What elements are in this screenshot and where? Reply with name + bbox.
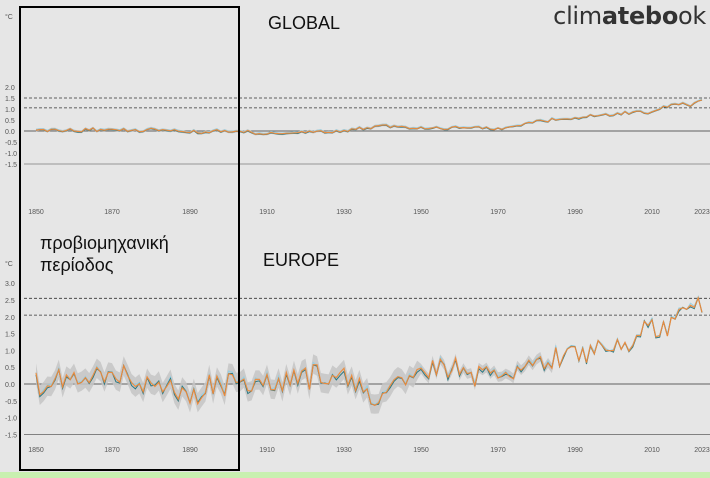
global-ytick-label: 2.0 (5, 85, 15, 92)
global-panel-title: GLOBAL (268, 13, 341, 33)
preindustrial-label-line1: προβιομηχανική (40, 233, 169, 253)
global-unit-label: °C (5, 14, 13, 21)
europe-xtick-label: 1990 (567, 447, 583, 454)
europe-ytick-label: 3.0 (5, 281, 15, 288)
europe-xtick-label: 2010 (644, 447, 660, 454)
europe-xtick-label: 1850 (28, 447, 44, 454)
global-ytick-label: -1.0 (5, 151, 17, 158)
global-xtick-label: 1950 (413, 209, 429, 216)
climatebook-logo: climatebook (553, 2, 706, 30)
europe-xtick-label: 1970 (490, 447, 506, 454)
europe-panel-title: EUROPE (263, 250, 340, 270)
europe-ytick-label: 2.5 (5, 298, 15, 305)
global-xtick-label: 1870 (104, 209, 120, 216)
europe-xtick-label: 1950 (413, 447, 429, 454)
preindustrial-label-line2: περίοδος (40, 255, 114, 275)
global-xtick-label: 1970 (490, 209, 506, 216)
global-ytick-label: 0.0 (5, 129, 15, 136)
global-ytick-label: -0.5 (5, 140, 17, 147)
europe-ytick-label: 0.0 (5, 382, 15, 389)
europe-xtick-label: 1870 (104, 447, 120, 454)
global-ytick-label: 0.5 (5, 118, 15, 125)
global-series-line-orange (35, 99, 703, 135)
europe-ytick-label: -0.5 (5, 399, 17, 406)
europe-ytick-label: 2.0 (5, 315, 15, 322)
europe-xtick-label: 1890 (182, 447, 198, 454)
global-xtick-label: 1990 (567, 209, 583, 216)
global-ytick-label: 1.0 (5, 107, 15, 114)
europe-unit-label: °C (5, 261, 13, 268)
europe-ytick-label: 1.0 (5, 348, 15, 355)
global-ytick-label: -1.5 (5, 162, 17, 169)
global-xtick-label: 2023 (694, 209, 710, 216)
europe-ytick-label: -1.0 (5, 416, 17, 423)
europe-series-line-orange (35, 295, 703, 407)
europe-xtick-label: 2023 (694, 447, 710, 454)
global-xtick-label: 1930 (336, 209, 352, 216)
europe-ytick-label: -1.5 (5, 432, 17, 439)
global-ytick-label: 1.5 (5, 96, 15, 103)
europe-ytick-label: 1.5 (5, 332, 15, 339)
preindustrial-label: προβιομηχανική περίοδος (40, 232, 169, 276)
europe-ytick-label: 0.5 (5, 365, 15, 372)
europe-xtick-label: 1930 (336, 447, 352, 454)
global-xtick-label: 2010 (644, 209, 660, 216)
bottom-strip (0, 472, 710, 478)
global-xtick-label: 1910 (259, 209, 275, 216)
europe-xtick-label: 1910 (259, 447, 275, 454)
global-xtick-label: 1850 (28, 209, 44, 216)
global-xtick-label: 1890 (182, 209, 198, 216)
preindustrial-period-box (19, 6, 240, 471)
